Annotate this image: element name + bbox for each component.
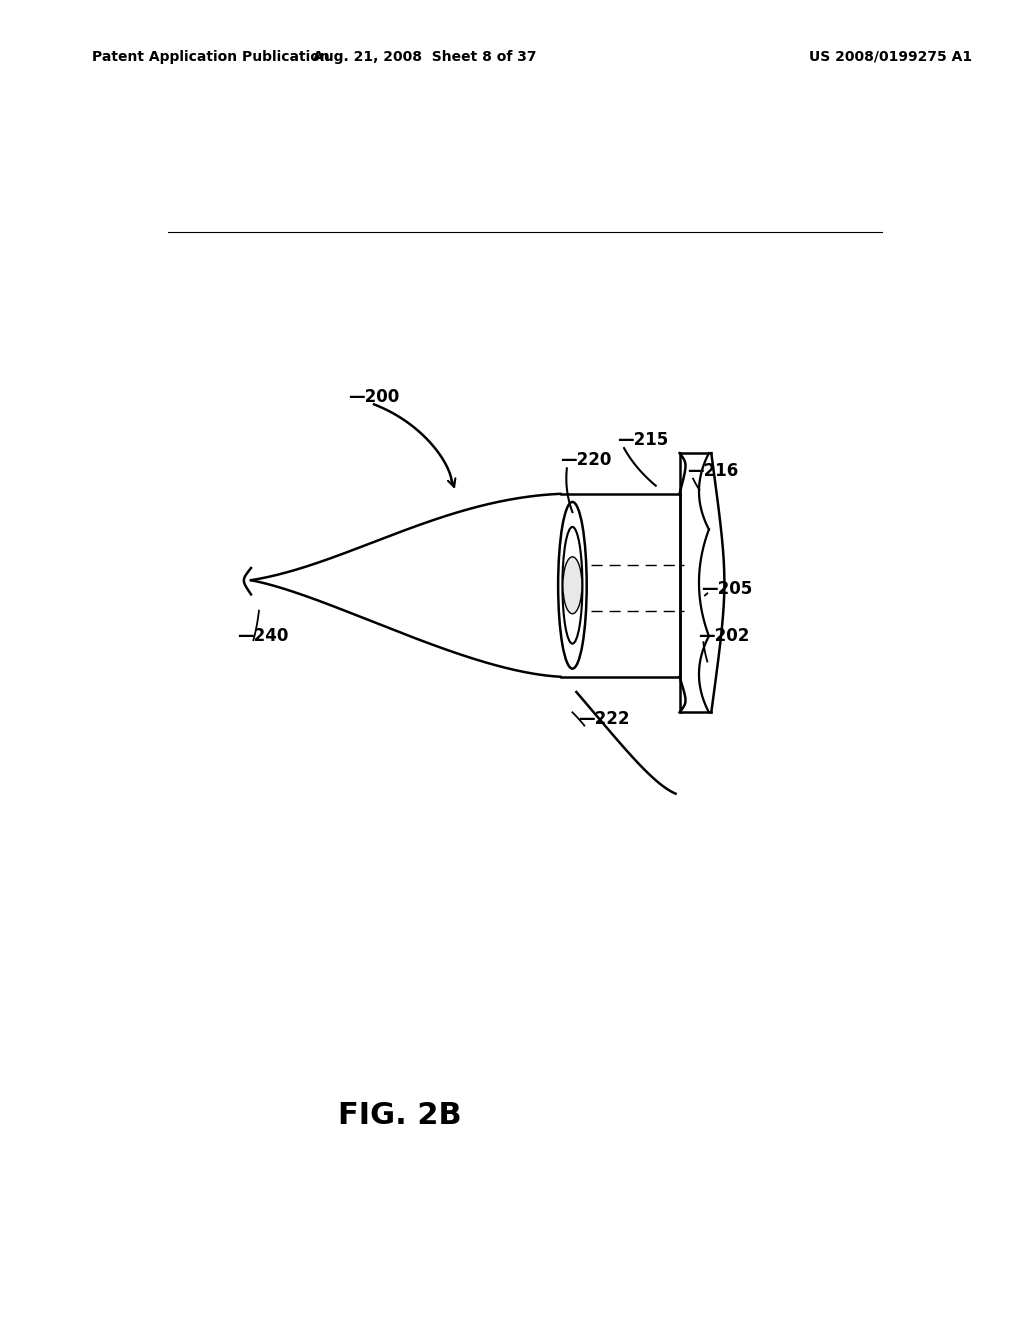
Text: —205: —205 [701,581,753,598]
Text: —240: —240 [238,627,289,645]
Text: US 2008/0199275 A1: US 2008/0199275 A1 [809,50,973,63]
Text: FIG. 2B: FIG. 2B [338,1101,461,1130]
Text: —202: —202 [697,627,750,645]
Text: —222: —222 [578,710,630,729]
Text: —220: —220 [560,451,612,470]
Text: —200: —200 [348,388,399,407]
Text: Aug. 21, 2008  Sheet 8 of 37: Aug. 21, 2008 Sheet 8 of 37 [313,50,537,63]
Text: Patent Application Publication: Patent Application Publication [92,50,330,63]
Text: —215: —215 [616,430,668,449]
Text: —216: —216 [687,462,738,480]
Ellipse shape [563,557,582,614]
